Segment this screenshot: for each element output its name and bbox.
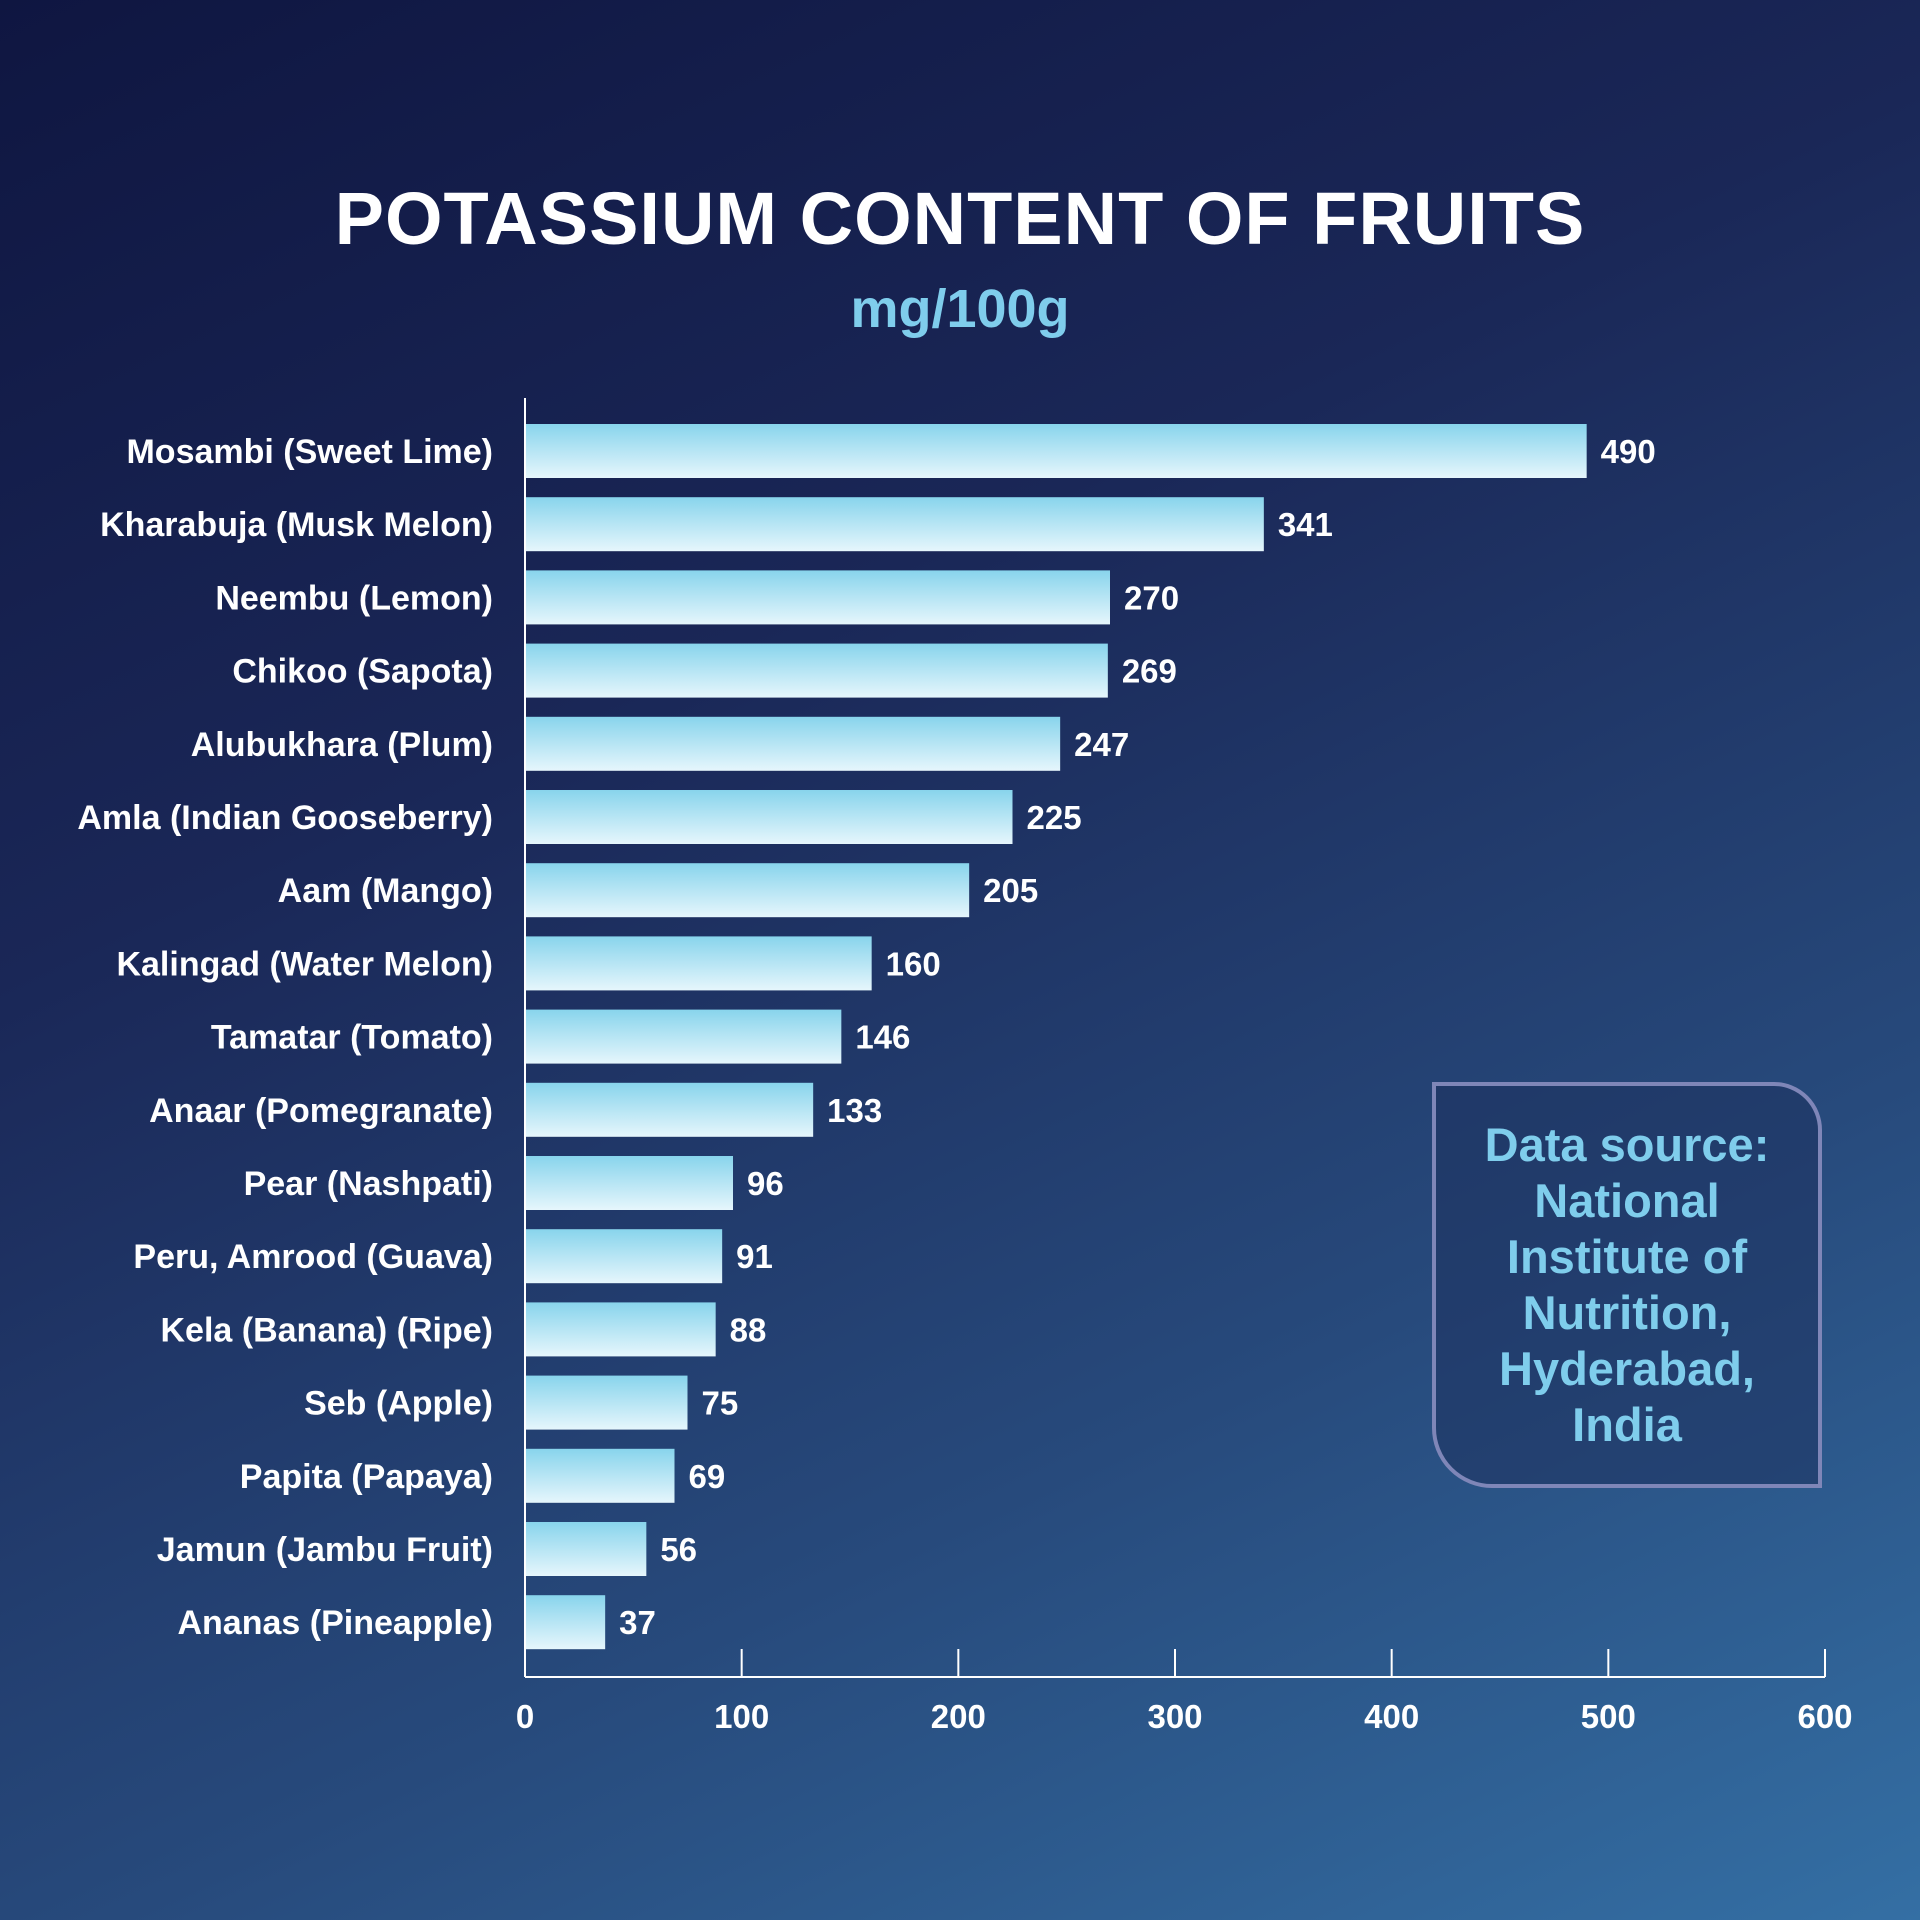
value-label: 146	[855, 1019, 910, 1056]
value-label: 88	[730, 1311, 767, 1348]
bar	[525, 643, 1108, 698]
bar	[525, 1009, 842, 1064]
category-label: Alubukhara (Plum)	[191, 726, 493, 764]
category-label: Papita (Papaya)	[240, 1458, 493, 1496]
bar	[525, 1302, 716, 1357]
chart-title: POTASSIUM CONTENT OF FRUITS	[334, 177, 1586, 260]
bar	[525, 716, 1061, 771]
category-label: Tamatar (Tomato)	[211, 1019, 493, 1057]
source-line: Data source:	[1484, 1118, 1770, 1171]
bar	[525, 936, 872, 991]
category-label: Jamun (Jambu Fruit)	[157, 1531, 493, 1569]
bar	[525, 790, 1013, 844]
chart-subtitle: mg/100g	[850, 279, 1070, 339]
value-label: 133	[827, 1092, 882, 1129]
category-label: Seb (Apple)	[304, 1385, 493, 1423]
bar	[525, 1082, 814, 1137]
bar	[525, 1229, 723, 1284]
category-label: Neembu (Lemon)	[215, 579, 493, 617]
category-label: Peru, Amrood (Guava)	[133, 1238, 493, 1276]
value-label: 270	[1124, 579, 1179, 616]
category-label: Kharabuja (Musk Melon)	[100, 506, 493, 544]
category-label: Mosambi (Sweet Lime)	[126, 433, 493, 471]
bar	[525, 1156, 733, 1210]
value-label: 341	[1278, 506, 1333, 543]
value-label: 247	[1074, 726, 1129, 763]
value-label: 75	[702, 1385, 739, 1422]
value-label: 69	[689, 1458, 726, 1495]
category-label: Aam (Mango)	[278, 872, 493, 910]
source-line: Hyderabad,	[1499, 1342, 1755, 1395]
x-tick-label: 100	[714, 1698, 769, 1735]
bar	[525, 570, 1110, 625]
value-label: 56	[660, 1531, 697, 1568]
value-label: 96	[747, 1165, 784, 1202]
category-label: Kalingad (Water Melon)	[116, 945, 493, 983]
category-label: Pear (Nashpati)	[244, 1165, 493, 1203]
source-line: National	[1534, 1174, 1720, 1227]
source-line: Institute of	[1506, 1230, 1748, 1283]
source-line: India	[1572, 1398, 1682, 1451]
bar	[525, 424, 1587, 478]
value-label: 490	[1601, 433, 1656, 470]
category-label: Anaar (Pomegranate)	[149, 1092, 493, 1130]
x-tick-label: 400	[1364, 1698, 1419, 1735]
bar	[525, 863, 970, 918]
x-tick-label: 0	[516, 1698, 534, 1735]
bar	[525, 1595, 606, 1650]
data-source-box: Data source: National Institute of Nutri…	[1432, 1082, 1822, 1488]
x-tick-label: 200	[931, 1698, 986, 1735]
category-label: Kela (Banana) (Ripe)	[161, 1311, 494, 1349]
bar	[525, 497, 1264, 552]
source-line: Nutrition,	[1522, 1286, 1732, 1339]
x-tick-label: 300	[1147, 1698, 1202, 1735]
category-label: Ananas (Pineapple)	[177, 1604, 493, 1642]
value-label: 91	[736, 1238, 773, 1275]
bar	[525, 1522, 647, 1576]
value-label: 37	[619, 1604, 656, 1641]
x-tick-label: 600	[1797, 1698, 1852, 1735]
value-label: 205	[983, 872, 1038, 909]
x-tick-label: 500	[1581, 1698, 1636, 1735]
value-label: 160	[886, 945, 941, 982]
value-label: 269	[1122, 653, 1177, 690]
bar	[525, 1448, 675, 1503]
category-label: Amla (Indian Gooseberry)	[77, 799, 493, 837]
value-label: 225	[1027, 799, 1082, 836]
bar	[525, 1375, 688, 1430]
category-label: Chikoo (Sapota)	[232, 653, 493, 691]
